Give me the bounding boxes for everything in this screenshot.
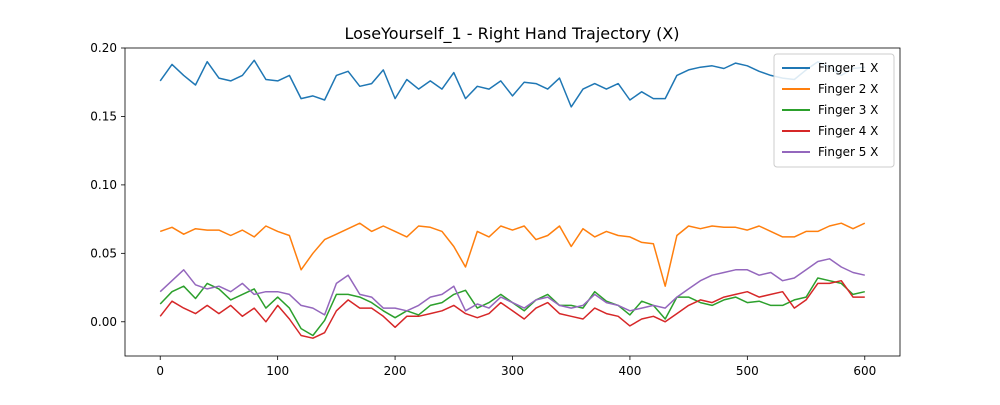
series-line-4	[159, 279, 865, 339]
legend-label: Finger 2 X	[818, 82, 878, 96]
series-layer	[159, 59, 866, 339]
legend: Finger 1 X Finger 2 X Finger 3 X Finger 4 X…	[773, 53, 895, 168]
chart-title: LoseYourself_1 - Right Hand Trajectory (…	[344, 24, 679, 44]
legend-box	[773, 53, 895, 168]
legend-label: Finger 3 X	[818, 103, 878, 117]
x-tick-label: 200	[384, 364, 407, 378]
legend-label: Finger 5 X	[818, 145, 878, 159]
series-line-1	[159, 59, 865, 108]
legend-label: Finger 1 X	[818, 61, 878, 75]
y-tick-label: 0.00	[90, 315, 117, 329]
x-tick-label: 600	[853, 364, 876, 378]
y-tick-label: 0.20	[90, 41, 117, 55]
x-tick-label: 300	[501, 364, 524, 378]
x-tick-label: 400	[618, 364, 641, 378]
x-tick-label: 500	[736, 364, 759, 378]
plot-frame	[124, 47, 901, 357]
series-line-2	[159, 222, 866, 287]
series-line-5	[159, 258, 865, 316]
x-tick-label: 100	[266, 364, 289, 378]
series-line-3	[159, 277, 865, 337]
y-axis: 0.00 0.05 0.10 0.15 0.20	[90, 41, 125, 329]
y-tick-label: 0.10	[90, 178, 117, 192]
legend-label: Finger 4 X	[818, 124, 878, 138]
x-axis: 0 100 200 300 400 500 600	[156, 356, 876, 378]
y-tick-label: 0.05	[90, 246, 117, 260]
y-tick-label: 0.15	[90, 109, 117, 123]
x-tick-label: 0	[156, 364, 164, 378]
